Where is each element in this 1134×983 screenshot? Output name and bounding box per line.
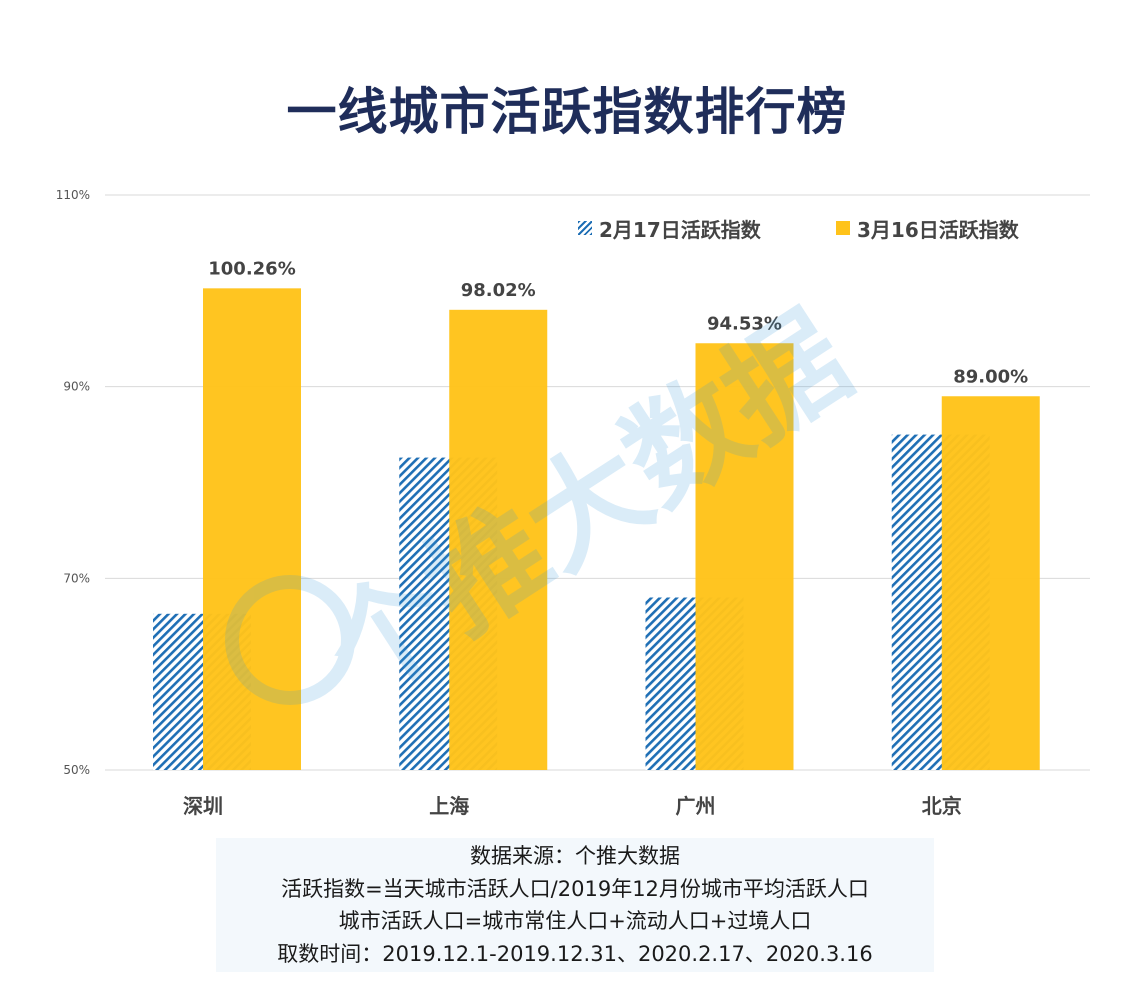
note-line-period: 取数时间：2019.12.1-2019.12.31、2020.2.17、2020… <box>277 941 873 966</box>
data-label: 100.26% <box>208 258 296 279</box>
y-tick-label: 50% <box>63 763 90 777</box>
bar-series-b <box>449 309 548 770</box>
y-tick-label: 110% <box>56 188 90 202</box>
legend-item-series-a: 2月17日活跃指数 <box>578 216 761 242</box>
y-tick-label: 90% <box>63 380 90 394</box>
data-label: 94.53% <box>707 313 782 334</box>
chart-title: 一线城市活跃指数排行榜 <box>286 83 848 141</box>
legend-swatch-solid <box>836 221 850 235</box>
data-label: 89.00% <box>953 366 1028 387</box>
x-tick-label: 深圳 <box>183 794 223 818</box>
note-line-population: 城市活跃人口=城市常住人口+流动人口+过境人口 <box>338 909 812 933</box>
data-label: 98.02% <box>461 280 536 301</box>
legend-item-series-b: 3月16日活跃指数 <box>836 216 1019 242</box>
note-line-source: 数据来源：个推大数据 <box>470 844 680 868</box>
source-note: 数据来源：个推大数据 活跃指数=当天城市活跃人口/2019年12月份城市平均活跃… <box>216 838 934 972</box>
bar-series-b <box>941 396 1040 770</box>
bar-series-b <box>695 343 794 770</box>
x-tick-label: 北京 <box>922 794 962 818</box>
x-tick-label: 上海 <box>429 794 469 818</box>
bar-series-b <box>203 288 301 770</box>
note-line-definition: 活跃指数=当天城市活跃人口/2019年12月份城市平均活跃人口 <box>281 876 869 901</box>
legend-label-series-b: 3月16日活跃指数 <box>857 217 1019 242</box>
legend-swatch-hatched <box>578 221 592 235</box>
watermark-logo-icon <box>225 575 355 705</box>
y-tick-label: 70% <box>63 571 90 585</box>
legend-label-series-a: 2月17日活跃指数 <box>599 217 761 242</box>
x-tick-label: 广州 <box>676 794 716 818</box>
